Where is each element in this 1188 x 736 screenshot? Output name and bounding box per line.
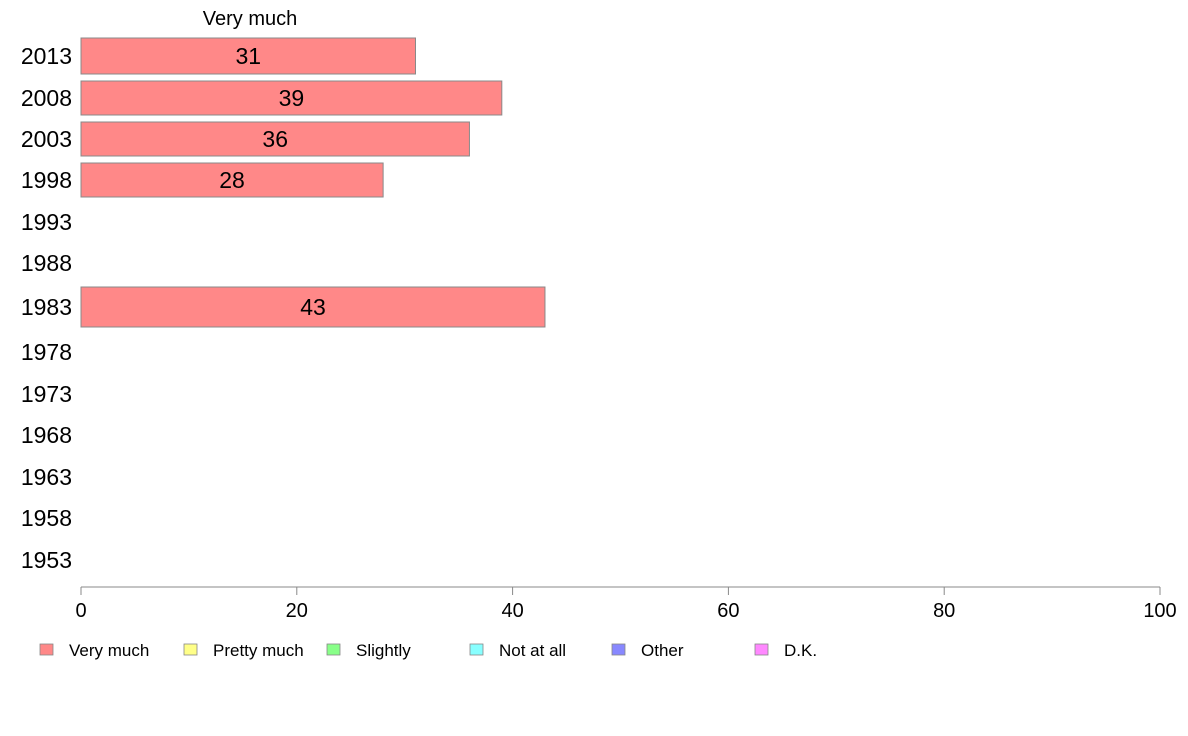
category-label: 2013: [21, 43, 72, 69]
legend-label: D.K.: [784, 641, 817, 660]
x-tick-label: 0: [75, 600, 86, 622]
legend-label: Pretty much: [213, 641, 304, 660]
data-label: 43: [300, 294, 326, 320]
category-label: 1988: [21, 250, 72, 276]
bar: [80, 37, 416, 75]
legend-label: Very much: [69, 641, 149, 660]
data-label: 36: [262, 126, 288, 152]
bar: [80, 121, 470, 157]
legend-swatch: [469, 643, 484, 656]
x-tick-label: 40: [501, 600, 523, 622]
x-tick-label: 60: [717, 600, 739, 622]
legend-swatch: [754, 643, 769, 656]
category-label: 1983: [21, 294, 72, 320]
legend-label: Other: [641, 641, 684, 660]
legend-label: Not at all: [499, 641, 566, 660]
category-label: 1993: [21, 209, 72, 235]
bar: [80, 286, 546, 328]
bar: [80, 80, 503, 116]
bar: [80, 162, 384, 198]
legend-label: Slightly: [356, 641, 411, 660]
category-label: 1978: [21, 339, 72, 365]
category-label: 1963: [21, 464, 72, 490]
category-label: 1973: [21, 381, 72, 407]
category-labels: 2013 2008 2003 1998 1993 1988 1983 1978 1973 1968…: [21, 43, 72, 573]
legend-swatch: [326, 643, 341, 656]
data-label: 39: [279, 85, 305, 111]
category-label: 2008: [21, 85, 72, 111]
x-tick-label: 100: [1143, 600, 1176, 622]
category-label: 1968: [21, 422, 72, 448]
legend: Very much Pretty much Slightly Not at all Ot…: [39, 641, 817, 660]
category-label: 1953: [21, 547, 72, 573]
x-tick-label: 20: [286, 600, 308, 622]
bars: 31 39 36 28 43: [80, 37, 546, 328]
legend-swatch: [39, 643, 54, 656]
category-label: 2003: [21, 126, 72, 152]
data-label: 28: [219, 167, 245, 193]
data-label: 31: [235, 43, 261, 69]
x-tick-label: 80: [933, 600, 955, 622]
legend-swatch: [611, 643, 626, 656]
series-header: Very much: [203, 8, 297, 30]
category-label: 1958: [21, 505, 72, 531]
x-axis: 0 20 40 60 80 100: [75, 586, 1177, 622]
category-label: 1998: [21, 167, 72, 193]
legend-swatch: [183, 643, 198, 656]
